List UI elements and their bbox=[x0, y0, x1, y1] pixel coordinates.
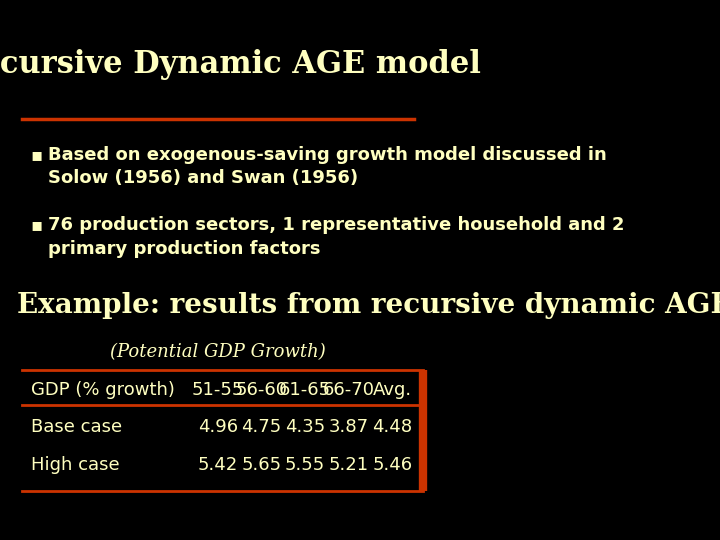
Text: GDP (% growth): GDP (% growth) bbox=[30, 381, 174, 399]
Text: Example: results from recursive dynamic AGE model: Example: results from recursive dynamic … bbox=[17, 292, 720, 319]
Text: 56-60: 56-60 bbox=[235, 381, 287, 399]
Text: 4.35: 4.35 bbox=[285, 418, 325, 436]
Text: Based on exogenous-saving growth model discussed in
Solow (1956) and Swan (1956): Based on exogenous-saving growth model d… bbox=[48, 146, 607, 187]
Text: 4.96: 4.96 bbox=[198, 418, 238, 436]
Text: (Potential GDP Growth): (Potential GDP Growth) bbox=[110, 343, 325, 361]
Text: 4.48: 4.48 bbox=[372, 418, 413, 436]
Text: High case: High case bbox=[30, 456, 119, 474]
Text: 76 production sectors, 1 representative household and 2
primary production facto: 76 production sectors, 1 representative … bbox=[48, 216, 624, 258]
Text: 5.46: 5.46 bbox=[372, 456, 413, 474]
Text: Avg.: Avg. bbox=[373, 381, 412, 399]
Text: 4.75: 4.75 bbox=[241, 418, 282, 436]
Text: 61-65: 61-65 bbox=[279, 381, 331, 399]
Text: 5.65: 5.65 bbox=[241, 456, 282, 474]
Text: Recursive Dynamic AGE model: Recursive Dynamic AGE model bbox=[0, 49, 481, 79]
Text: 5.55: 5.55 bbox=[285, 456, 325, 474]
Text: 5.42: 5.42 bbox=[198, 456, 238, 474]
Text: 5.21: 5.21 bbox=[328, 456, 369, 474]
Text: ▪: ▪ bbox=[30, 216, 42, 234]
Text: 51-55: 51-55 bbox=[192, 381, 244, 399]
Text: ▪: ▪ bbox=[30, 146, 42, 164]
Text: 66-70: 66-70 bbox=[323, 381, 374, 399]
Text: Base case: Base case bbox=[30, 418, 122, 436]
Text: 3.87: 3.87 bbox=[328, 418, 369, 436]
